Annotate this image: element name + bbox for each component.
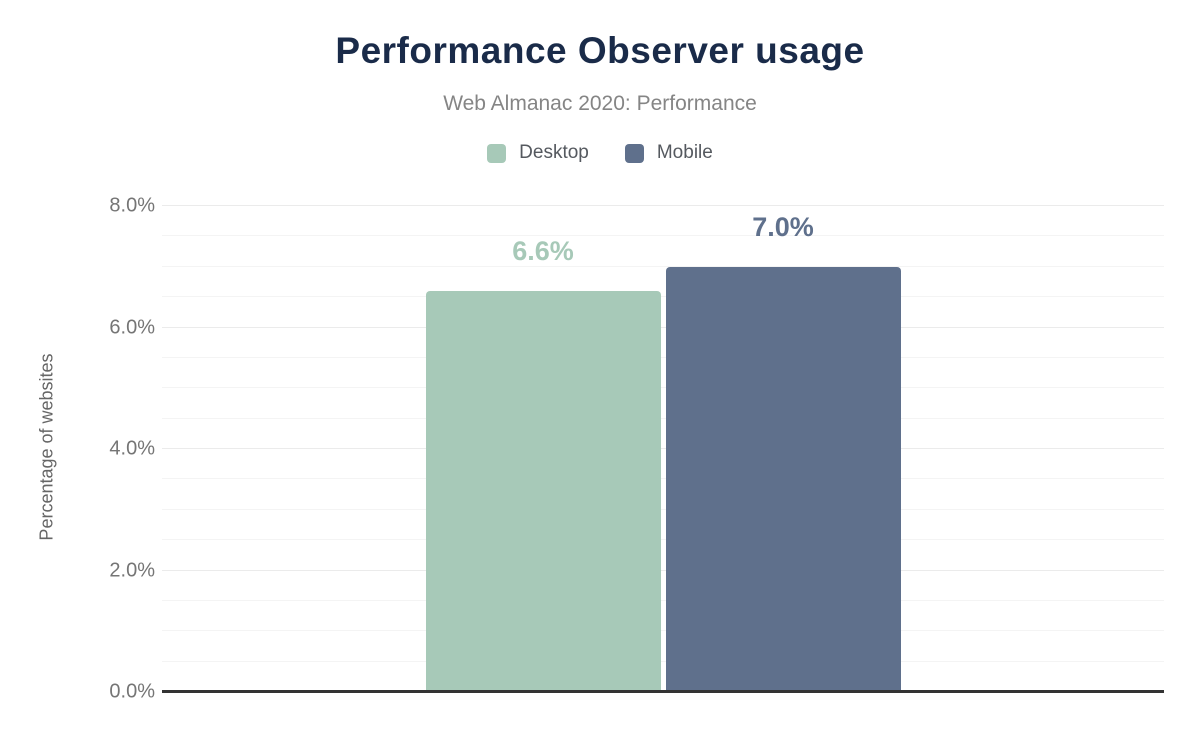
major-gridline — [162, 448, 1164, 449]
minor-gridline — [162, 660, 1164, 662]
y-axis-tick-labels: 0.0% 2.0% 4.0% 6.0% 8.0% — [0, 195, 155, 703]
chart-legend: Desktop Mobile — [0, 142, 1200, 164]
minor-gridline — [162, 387, 1164, 389]
major-gridline — [162, 569, 1164, 571]
plot-area: 6.6% 7.0% — [162, 205, 1164, 693]
y-tick-label: 2.0% — [109, 559, 155, 581]
bar-value-label: 7.0% — [752, 211, 814, 242]
minor-gridline — [162, 296, 1164, 298]
legend-swatch-desktop — [487, 143, 507, 163]
minor-gridline — [162, 356, 1164, 358]
chart-subtitle: Web Almanac 2020: Performance — [443, 92, 757, 115]
minor-gridline — [162, 539, 1164, 541]
bar-group: 6.6% 7.0% — [162, 206, 1164, 692]
minor-gridline — [162, 508, 1164, 510]
x-axis-baseline — [162, 690, 1164, 693]
y-tick-label: 6.0% — [109, 316, 155, 338]
legend-label: Mobile — [656, 142, 713, 163]
bar-rect-mobile — [665, 266, 901, 692]
chart-title: Performance Observer usage — [335, 30, 865, 71]
minor-gridline — [162, 235, 1164, 237]
major-gridline — [162, 205, 1164, 206]
legend-item-mobile: Mobile — [624, 142, 713, 164]
legend-item-desktop: Desktop — [487, 142, 589, 164]
minor-gridline — [162, 630, 1164, 632]
major-gridline — [162, 326, 1164, 328]
minor-gridline — [162, 599, 1164, 601]
minor-gridline — [162, 478, 1164, 480]
legend-swatch-mobile — [624, 143, 644, 163]
minor-gridline — [162, 265, 1164, 267]
y-tick-label: 0.0% — [109, 680, 155, 703]
bar-value-label: 6.6% — [512, 236, 574, 267]
minor-gridline — [162, 417, 1164, 419]
y-tick-label: 4.0% — [109, 437, 155, 460]
bar-mobile: 7.0% — [665, 211, 901, 692]
legend-label: Desktop — [519, 142, 589, 163]
bar-rect-desktop — [425, 291, 661, 692]
bar-desktop: 6.6% — [425, 236, 661, 692]
y-tick-label: 8.0% — [109, 194, 155, 217]
